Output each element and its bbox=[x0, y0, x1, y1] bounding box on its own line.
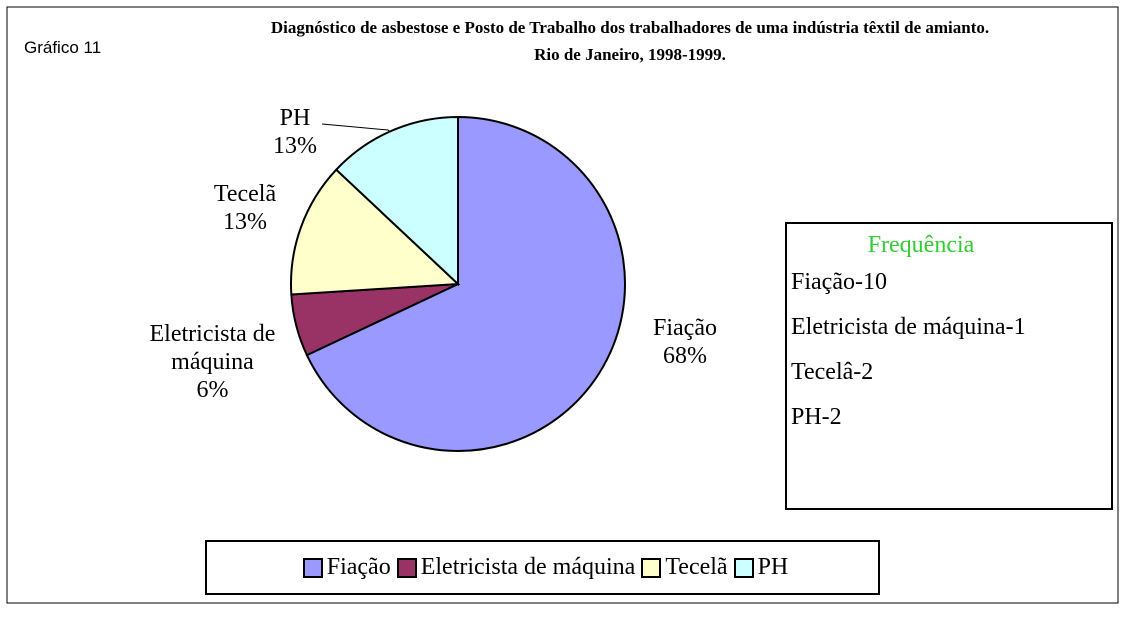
legend-label: Eletricista de máquina bbox=[420, 554, 636, 580]
pie-slice bbox=[290, 168, 461, 296]
text-box: Frequência Fiação-10 Eletricista de máqui… bbox=[785, 222, 1113, 510]
pie-slice bbox=[305, 115, 626, 452]
data-label-name: Fiação bbox=[653, 315, 717, 341]
text-box-line: Eletricista de máquina-1 bbox=[791, 314, 1026, 340]
data-label: Fiação 68% bbox=[620, 314, 750, 370]
legend: Fiação Eletricista de máquina Tecelã PH bbox=[205, 540, 880, 595]
legend-swatch bbox=[733, 557, 754, 578]
pie-slice bbox=[334, 115, 459, 287]
data-label-value: 68% bbox=[663, 343, 707, 369]
text-box-line: PH-2 bbox=[791, 404, 842, 430]
data-label: PH 13% bbox=[240, 104, 350, 160]
data-label: Tecelã 13% bbox=[185, 180, 305, 236]
data-label-name: Tecelã bbox=[213, 181, 277, 207]
frame bbox=[6, 6, 1119, 604]
chart-title-block: Diagnóstico de asbestose e Posto de Trab… bbox=[160, 14, 1100, 68]
legend-label: Tecelã bbox=[665, 554, 728, 580]
legend-swatch bbox=[302, 557, 323, 578]
legend-swatch bbox=[396, 557, 417, 578]
text-box-line: Fiação-10 bbox=[791, 269, 887, 295]
text-box-line: Tecelâ-2 bbox=[791, 359, 874, 385]
data-label-value: 6% bbox=[196, 377, 229, 403]
data-label-name: Eletricista de máquina bbox=[149, 321, 276, 375]
chart-label: Gráfico 11 bbox=[24, 38, 102, 57]
legend-swatch bbox=[641, 557, 662, 578]
legend-label: Fiação bbox=[326, 554, 391, 580]
legend-label: PH bbox=[757, 554, 789, 580]
data-label: Eletricista de máquina 6% bbox=[120, 320, 305, 404]
data-label-name: PH bbox=[279, 105, 311, 131]
chart-title: Diagnóstico de asbestose e Posto de Trab… bbox=[270, 18, 990, 37]
text-box-title: Frequência bbox=[867, 232, 975, 258]
data-label-value: 13% bbox=[223, 209, 267, 235]
chart-subtitle: Rio de Janeiro, 1998-1999. bbox=[534, 45, 726, 64]
data-label-value: 13% bbox=[273, 133, 317, 159]
